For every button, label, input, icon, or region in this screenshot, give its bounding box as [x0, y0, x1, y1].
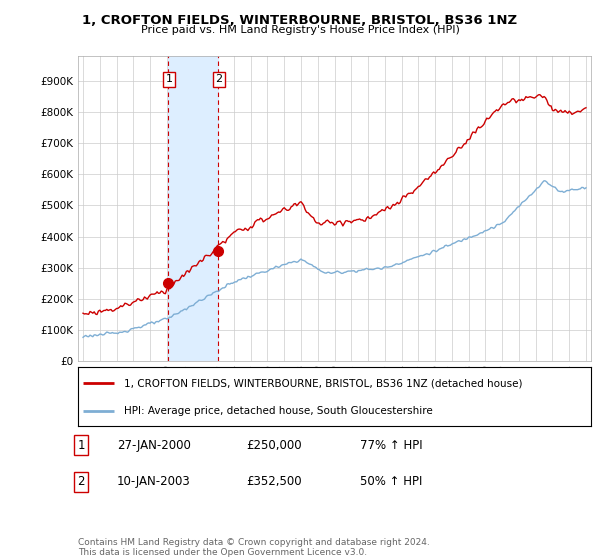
Text: HPI: Average price, detached house, South Gloucestershire: HPI: Average price, detached house, Sout…: [124, 406, 433, 416]
Text: 50% ↑ HPI: 50% ↑ HPI: [360, 475, 422, 488]
Text: 1: 1: [77, 438, 85, 452]
Text: 77% ↑ HPI: 77% ↑ HPI: [360, 438, 422, 452]
Text: Price paid vs. HM Land Registry's House Price Index (HPI): Price paid vs. HM Land Registry's House …: [140, 25, 460, 35]
Text: Contains HM Land Registry data © Crown copyright and database right 2024.
This d: Contains HM Land Registry data © Crown c…: [78, 538, 430, 557]
Text: £352,500: £352,500: [246, 475, 302, 488]
Text: 1, CROFTON FIELDS, WINTERBOURNE, BRISTOL, BS36 1NZ: 1, CROFTON FIELDS, WINTERBOURNE, BRISTOL…: [82, 14, 518, 27]
Text: £250,000: £250,000: [246, 438, 302, 452]
Text: 1, CROFTON FIELDS, WINTERBOURNE, BRISTOL, BS36 1NZ (detached house): 1, CROFTON FIELDS, WINTERBOURNE, BRISTOL…: [124, 378, 523, 388]
Text: 2: 2: [77, 475, 85, 488]
Text: 2: 2: [215, 74, 223, 85]
Text: 1: 1: [166, 74, 172, 85]
Text: 27-JAN-2000: 27-JAN-2000: [117, 438, 191, 452]
Bar: [167, 56, 218, 361]
Text: 10-JAN-2003: 10-JAN-2003: [117, 475, 191, 488]
